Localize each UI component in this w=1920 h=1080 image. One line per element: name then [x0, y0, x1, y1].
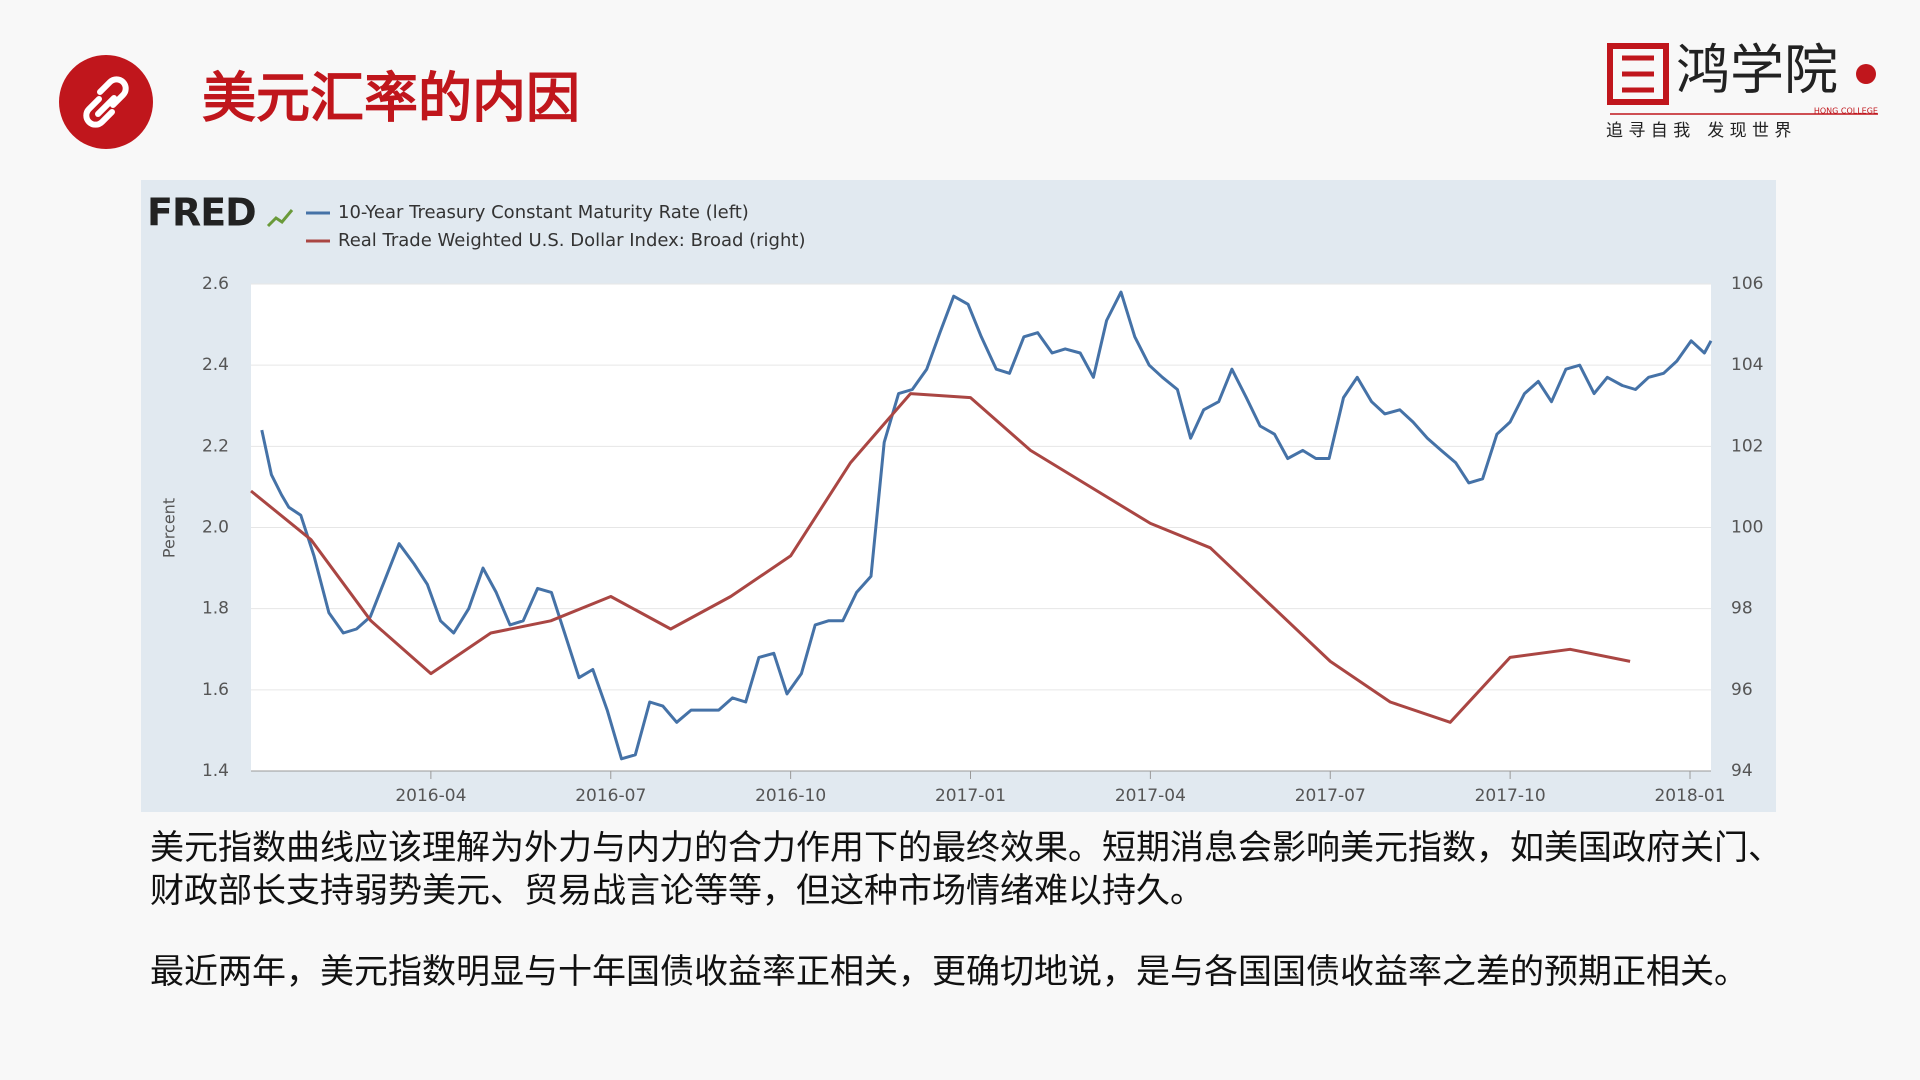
x-tick-label: 2017-04	[1115, 786, 1186, 806]
x-tick-label: 2017-01	[935, 786, 1006, 806]
y-tick-label: 2.0	[202, 518, 229, 538]
y-tick-label: 2.4	[202, 355, 229, 375]
fred-logo-icon	[266, 209, 294, 228]
slide-title: 美元汇率的内因	[202, 68, 580, 128]
series-line	[260, 290, 1713, 761]
x-tick-label: 2017-07	[1295, 786, 1366, 806]
y2-tick-label: 96	[1731, 680, 1753, 700]
paragraph: 最近两年，美元指数明显与十年国债收益率正相关，更确切地说，是与各国国债收益率之差…	[150, 954, 1748, 991]
y-tick-label: 2.6	[202, 274, 229, 294]
logo: 鸿学院 HONG COLLEGE 追 寻 自 我 发 现 世 界	[1606, 40, 1878, 141]
y-tick-label: 1.8	[202, 599, 229, 619]
x-tick-label: 2016-07	[575, 786, 646, 806]
x-tick-label: 2016-10	[755, 786, 826, 806]
y2-tick-label: 100	[1731, 518, 1763, 538]
y2-tick-label: 102	[1731, 436, 1763, 456]
x-tick-label: 2017-10	[1475, 786, 1546, 806]
link-icon	[83, 76, 129, 128]
y2-tick-label: 104	[1731, 355, 1763, 375]
y2-tick-label: 106	[1731, 274, 1763, 294]
chart: 1.4 1.6 1.8 2.0 2.2 2.4 2.6 94 96 98 100 102 104 106 2…	[202, 202, 1764, 806]
x-tick-label: 2018-01	[1654, 786, 1725, 806]
logo-english: HONG COLLEGE	[1814, 107, 1878, 116]
y-tick-label: 2.2	[202, 436, 229, 456]
logo-slogan: 追 寻 自 我 发 现 世 界	[1606, 121, 1791, 141]
logo-text: 鸿学院	[1676, 40, 1838, 100]
fred-logo: FRED	[147, 191, 256, 235]
paragraph: 美元指数曲线应该理解为外力与内力的合力作用下的最终效果。短期消息会影响美元指数，…	[150, 830, 1782, 910]
legend-label: 10-Year Treasury Constant Maturity Rate …	[338, 202, 749, 223]
y-tick-label: 1.4	[202, 761, 229, 781]
legend-label: Real Trade Weighted U.S. Dollar Index: B…	[338, 230, 805, 251]
y-axis-label: Percent	[160, 498, 179, 558]
x-tick-label: 2016-04	[395, 786, 466, 806]
logo-mark	[1607, 43, 1669, 105]
y-tick-label: 1.6	[202, 680, 229, 700]
y2-tick-label: 98	[1731, 599, 1753, 619]
series-line	[250, 392, 1631, 724]
logo-seal	[1856, 64, 1876, 84]
logo-mark-lines	[1622, 55, 1654, 93]
y2-tick-label: 94	[1731, 761, 1753, 781]
